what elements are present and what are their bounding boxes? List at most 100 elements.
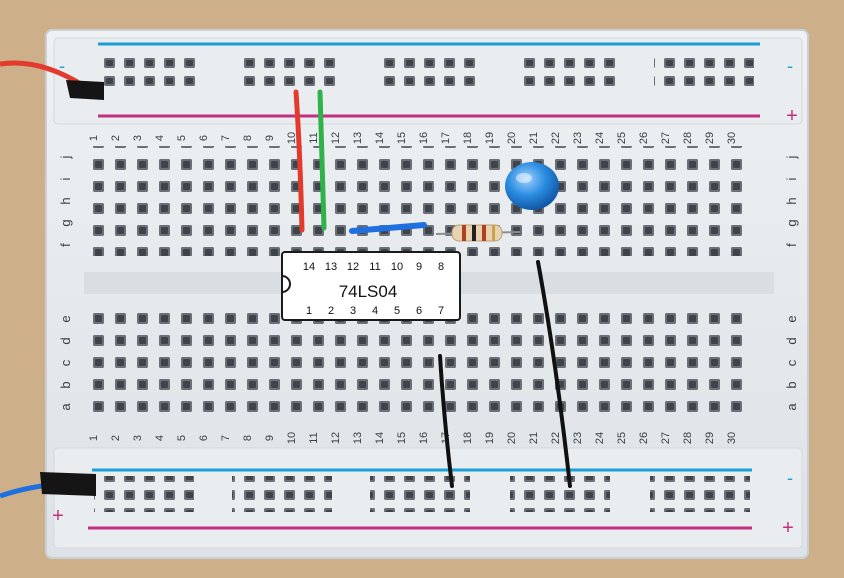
row-letter-left: b <box>58 381 73 388</box>
bottom-right-minus-sign: - <box>787 468 793 488</box>
row-letter-left: a <box>58 403 73 411</box>
column-number-bottom: 9 <box>264 435 276 441</box>
row-letter-right: g <box>784 219 799 226</box>
column-number-top: 13 <box>352 132 364 144</box>
column-number-top: 28 <box>682 132 694 144</box>
bottom-terminal-holes <box>86 308 746 418</box>
column-number-bottom: 16 <box>418 432 430 444</box>
chip-pin-bottom: 4 <box>372 305 378 317</box>
column-number-bottom: 27 <box>660 432 672 444</box>
chip-pin-bottom: 2 <box>328 305 334 317</box>
column-number-top: 20 <box>506 132 518 144</box>
row-letter-right: i <box>784 177 799 180</box>
row-letter-right: b <box>784 381 799 388</box>
top-terminal-holes <box>86 146 746 256</box>
column-number-top: 27 <box>660 132 672 144</box>
row-letter-left: c <box>58 359 73 366</box>
chip-pin-bottom: 7 <box>438 305 444 317</box>
column-number-bottom: 5 <box>176 435 188 441</box>
chip-pin-numbers: 14 13 12 11 10 9 81 2 3 4 5 6 7 <box>303 261 444 317</box>
blue-led <box>505 162 559 210</box>
chip-pin-bottom: 3 <box>350 305 356 317</box>
row-letter-left: j <box>58 155 73 159</box>
chip-pin-top: 11 <box>369 261 380 273</box>
row-letter-right: j <box>784 155 799 159</box>
column-number-top: 6 <box>198 135 210 141</box>
column-number-top: 2 <box>110 135 122 141</box>
row-letter-left: d <box>58 337 73 344</box>
column-number-bottom: 28 <box>682 432 694 444</box>
column-number-top: 26 <box>638 132 650 144</box>
column-number-top: 8 <box>242 135 254 141</box>
bottom-rail-holes <box>94 476 750 512</box>
row-letter-left: i <box>58 177 73 180</box>
row-letter-left: h <box>58 197 73 204</box>
ic-chip-74ls04: 74LS04 <box>281 251 461 321</box>
column-number-top: 10 <box>286 132 298 144</box>
column-number-bottom: 30 <box>726 432 738 444</box>
column-number-bottom: 3 <box>132 435 144 441</box>
column-number-top: 16 <box>418 132 430 144</box>
column-number-bottom: 6 <box>198 435 210 441</box>
green-jumper-wire <box>317 89 327 231</box>
column-number-bottom: 21 <box>528 432 540 444</box>
column-number-top: 9 <box>264 135 276 141</box>
column-number-bottom: 24 <box>594 432 606 444</box>
column-number-bottom: 10 <box>286 432 298 444</box>
row-letter-right: d <box>784 337 799 344</box>
top-right-minus-sign: - <box>787 56 793 76</box>
column-number-bottom: 2 <box>110 435 122 441</box>
column-number-top: 15 <box>396 132 408 144</box>
column-number-top: 22 <box>550 132 562 144</box>
column-number-bottom: 11 <box>308 432 320 443</box>
row-letters: j j i i h h g g f f e e d d c c b b a a <box>58 155 799 410</box>
chip-pin-top: 8 <box>438 261 444 273</box>
column-number-bottom: 7 <box>220 435 232 441</box>
column-number-top: 23 <box>572 132 584 144</box>
resistor <box>435 224 521 242</box>
blue-jumper-wire <box>349 222 427 234</box>
bottom-left-plus-sign: + <box>52 505 64 527</box>
top-rail-holes <box>100 54 754 90</box>
chip-pin-top: 13 <box>325 261 337 273</box>
chip-pin-bottom: 1 <box>306 305 312 317</box>
column-number-bottom: 29 <box>704 432 716 444</box>
column-number-bottom: 18 <box>462 432 474 444</box>
column-number-bottom: 19 <box>484 432 496 444</box>
chip-label: 74LS04 <box>339 282 398 301</box>
column-number-top: 29 <box>704 132 716 144</box>
column-number-bottom: 8 <box>242 435 254 441</box>
black-jumper-wire-right <box>536 260 572 488</box>
black-power-plug-bottom <box>40 472 96 496</box>
column-number-bottom: 25 <box>616 432 628 444</box>
column-number-top: 11 <box>308 132 320 143</box>
bottom-right-plus-sign: + <box>782 517 794 539</box>
row-letter-left: e <box>58 315 73 322</box>
column-number-top: 1 <box>88 135 100 141</box>
chip-pin-top: 9 <box>416 261 422 273</box>
black-jumper-wire-left <box>438 354 454 488</box>
column-number-top: 4 <box>154 135 166 141</box>
column-number-top: 3 <box>132 135 144 141</box>
top-column-numbers: 1 2 3 4 5 6 7 8 9 10 11 12 13 14 15 16 17 18 19 20 21 22 23 24 2… <box>88 132 738 144</box>
column-number-top: 19 <box>484 132 496 144</box>
column-number-bottom: 12 <box>330 432 342 444</box>
red-jumper-wire <box>293 89 305 233</box>
column-number-bottom: 23 <box>572 432 584 444</box>
column-number-bottom: 14 <box>374 432 386 444</box>
column-number-top: 18 <box>462 132 474 144</box>
row-letter-right: e <box>784 315 799 322</box>
chip-pin-bottom: 6 <box>416 305 422 317</box>
column-number-top: 17 <box>440 132 452 144</box>
column-number-top: 14 <box>374 132 386 144</box>
column-number-bottom: 1 <box>88 435 100 441</box>
column-number-top: 7 <box>220 135 232 141</box>
column-number-bottom: 22 <box>550 432 562 444</box>
row-letter-left: g <box>58 219 73 226</box>
column-number-bottom: 15 <box>396 432 408 444</box>
chip-pin-top: 14 <box>303 261 315 273</box>
column-number-bottom: 20 <box>506 432 518 444</box>
column-number-top: 12 <box>330 132 342 144</box>
top-left-minus-sign: - <box>59 56 65 76</box>
